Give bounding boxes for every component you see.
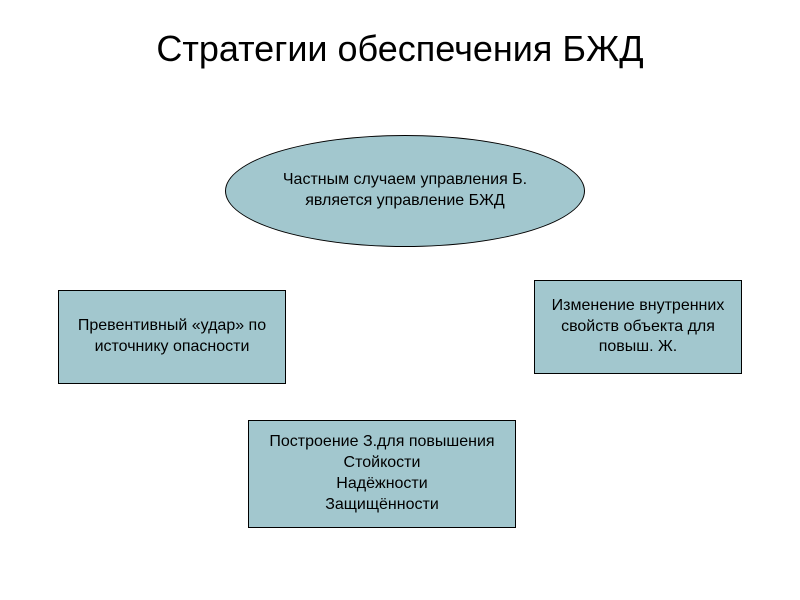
left-box-node: Превентивный «удар» по источнику опаснос… [58,290,286,384]
center-ellipse-node: Частным случаем управления Б. является у… [225,135,585,247]
center-ellipse-text: Частным случаем управления Б. является у… [283,170,527,212]
bottom-box-text: Построение З.для повышения Стойкости Над… [269,432,494,515]
bottom-box-node: Построение З.для повышения Стойкости Над… [248,420,516,528]
diagram-stage: Стратегии обеспечения БЖД Частным случае… [0,0,800,600]
right-box-node: Изменение внутренних свойств объекта для… [534,280,742,374]
right-box-text: Изменение внутренних свойств объекта для… [552,296,725,358]
left-box-text: Превентивный «удар» по источнику опаснос… [78,316,266,358]
page-title: Стратегии обеспечения БЖД [0,28,800,70]
